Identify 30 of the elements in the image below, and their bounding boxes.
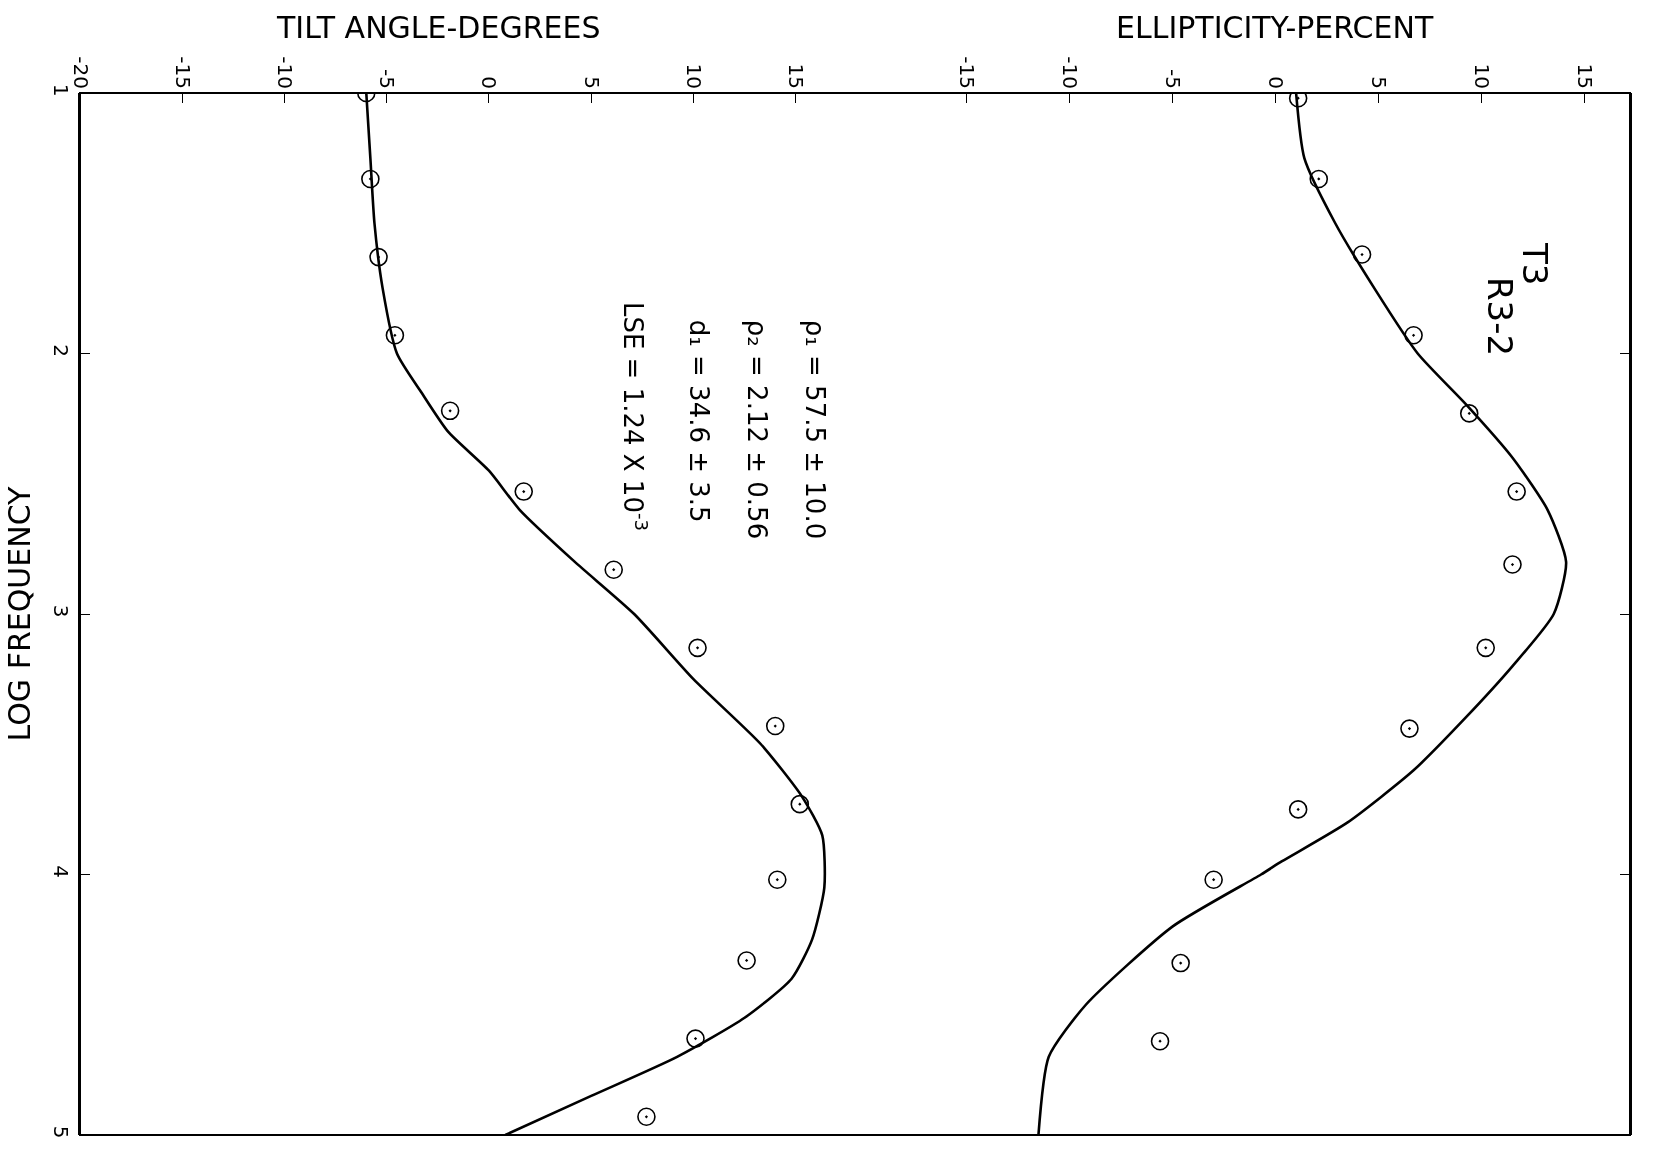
x-tick-label: 10: [681, 63, 706, 89]
point: [737, 951, 756, 970]
y-tick-label: 4: [49, 865, 73, 878]
point: [361, 169, 380, 189]
point: [637, 1107, 656, 1127]
point: [688, 638, 707, 658]
point: [790, 794, 810, 814]
x-tick-label: -5: [375, 69, 400, 89]
point: [686, 1029, 705, 1048]
point: [765, 716, 785, 736]
x2-axis-title: ELLIPTICITY-PERCENT: [1116, 10, 1434, 45]
x-tick-label: 0: [477, 76, 502, 89]
y-tick-label: 5: [49, 1125, 73, 1139]
point: [440, 401, 460, 421]
x-axis-title: TILT ANGLE-DEGREES: [276, 10, 601, 45]
x-tick-label: 5: [579, 76, 604, 89]
annotation: ρ₂ = 2.12 ± 0.56: [741, 319, 772, 540]
annotation: ρ₁ = 57.5 ± 10.0: [799, 319, 830, 540]
point: [514, 482, 534, 501]
point: [369, 247, 388, 267]
point: [385, 325, 405, 345]
y-axis-title: LOG FREQUENCY: [1, 485, 37, 742]
x-tick-label: 15: [784, 63, 809, 89]
x-tick-label: -10: [272, 56, 297, 89]
point: [604, 560, 624, 580]
x-tick-label: -15: [170, 56, 195, 89]
annotation: d₁ = 34.6 ± 3.5: [683, 319, 714, 523]
point: [768, 870, 787, 889]
y-tick-label: 3: [49, 604, 73, 618]
y-tick-label: 2: [49, 344, 73, 357]
